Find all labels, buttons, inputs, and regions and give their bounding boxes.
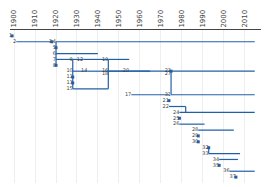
svg-text:33: 33 xyxy=(202,150,208,156)
svg-text:1940: 1940 xyxy=(94,10,102,28)
svg-text:22: 22 xyxy=(163,103,169,109)
svg-text:25: 25 xyxy=(173,115,179,121)
svg-text:5: 5 xyxy=(53,44,56,50)
svg-text:29: 29 xyxy=(192,132,198,138)
svg-text:14: 14 xyxy=(81,67,87,73)
svg-text:24: 24 xyxy=(173,109,179,115)
svg-text:2000: 2000 xyxy=(220,10,228,28)
svg-text:17: 17 xyxy=(125,91,131,97)
svg-text:1980: 1980 xyxy=(178,10,186,28)
svg-text:13: 13 xyxy=(66,79,72,85)
svg-text:1910: 1910 xyxy=(31,10,39,28)
svg-text:12: 12 xyxy=(77,56,83,62)
svg-text:1990: 1990 xyxy=(199,10,207,28)
svg-text:35: 35 xyxy=(213,162,219,168)
svg-text:11: 11 xyxy=(66,73,72,79)
svg-text:15: 15 xyxy=(66,85,72,91)
svg-text:1950: 1950 xyxy=(115,10,123,28)
svg-text:1960: 1960 xyxy=(136,10,144,28)
svg-text:16: 16 xyxy=(102,67,108,73)
svg-text:18: 18 xyxy=(102,70,108,76)
svg-text:1920: 1920 xyxy=(52,10,60,28)
svg-text:23: 23 xyxy=(165,67,171,73)
svg-text:1: 1 xyxy=(9,32,12,38)
svg-text:27: 27 xyxy=(165,70,171,76)
svg-text:37: 37 xyxy=(230,173,236,179)
svg-text:26: 26 xyxy=(173,120,179,126)
svg-text:32: 32 xyxy=(202,144,208,150)
svg-text:31: 31 xyxy=(165,91,171,97)
svg-text:28: 28 xyxy=(192,126,198,132)
svg-text:4: 4 xyxy=(53,38,56,44)
svg-text:30: 30 xyxy=(192,138,198,144)
svg-text:3: 3 xyxy=(49,38,52,44)
svg-text:2010: 2010 xyxy=(241,10,249,28)
svg-text:34: 34 xyxy=(213,156,219,162)
svg-text:1900: 1900 xyxy=(10,10,18,28)
svg-text:2: 2 xyxy=(13,38,16,44)
svg-text:8: 8 xyxy=(53,62,56,68)
svg-text:6: 6 xyxy=(53,50,56,56)
svg-text:9: 9 xyxy=(70,56,73,62)
svg-text:7: 7 xyxy=(53,56,56,62)
svg-text:19: 19 xyxy=(102,56,108,62)
svg-text:36: 36 xyxy=(223,167,229,173)
svg-text:1970: 1970 xyxy=(157,10,165,28)
svg-text:10: 10 xyxy=(66,67,72,73)
svg-text:20: 20 xyxy=(123,67,129,73)
svg-text:1930: 1930 xyxy=(73,10,81,28)
svg-text:21: 21 xyxy=(163,97,169,103)
